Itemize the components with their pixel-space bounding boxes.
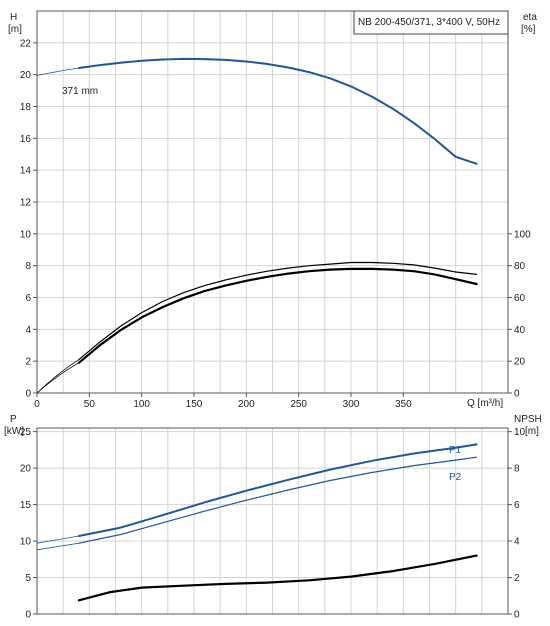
series-line-h-extrapolated: [36, 67, 80, 76]
y-left-tick-label: 4: [25, 325, 31, 336]
y-left-tick-label: 20: [20, 464, 32, 475]
x-tick-label: 200: [238, 399, 255, 410]
series-line-p1-extrapolated: [36, 535, 80, 544]
y-left-tick-label: 10: [20, 537, 32, 548]
y-left-tick-label: 2: [25, 357, 31, 368]
x-tick-label: 350: [395, 399, 412, 410]
y-left-tick-label: 20: [20, 70, 32, 81]
npsh-axis-unit: [m]: [525, 426, 539, 437]
series-line-eta-extrapolated: [36, 362, 80, 394]
p-axis-unit: [kW]: [4, 426, 24, 437]
y-left-tick-label: 0: [25, 389, 31, 400]
y-left-tick-label: 16: [20, 134, 32, 145]
y-right-tick-label: 0: [514, 389, 520, 400]
p-axis-label: P: [10, 414, 17, 425]
y-right-tick-label: 0: [514, 610, 520, 621]
qh-series: [36, 57, 478, 394]
y-left-tick-label: 12: [20, 198, 32, 209]
x-tick-label: 100: [133, 399, 150, 410]
y-left-tick-label: 6: [25, 293, 31, 304]
y-right-tick-label: 20: [514, 357, 526, 368]
p-axis-ticks: 0 5 10 15 20 25: [20, 427, 37, 621]
p2-series-label: P2: [449, 472, 462, 483]
y-right-tick-label: 10: [514, 427, 526, 438]
series-line-p1: [77, 443, 478, 537]
qh-eta-chart: 0 2 4 6 8 10 12 14 16 18 20 22 0 20 40 60 80 100 0 50 100 1…: [8, 10, 537, 410]
series-line-h: [77, 57, 478, 165]
series-line-p2: [78, 456, 478, 544]
chart-title: NB 200-450/371, 3*400 V, 50Hz: [358, 17, 500, 28]
impeller-diameter-label: 371 mm: [62, 86, 98, 97]
y-left-tick-label: 0: [25, 610, 31, 621]
y-left-tick-label: 18: [20, 102, 32, 113]
q-axis-label: Q [m³/h]: [467, 398, 503, 409]
y-left-tick-label: 10: [20, 229, 32, 240]
y-left-tick-label: 25: [20, 427, 32, 438]
y-right-tick-label: 6: [514, 500, 520, 511]
x-tick-label: 300: [343, 399, 360, 410]
y-left-tick-label: 15: [20, 500, 32, 511]
y-right-tick-label: 100: [514, 229, 531, 240]
p1-series-label: P1: [449, 445, 462, 456]
npsh-axis-ticks: 0 2 4 6 8 10: [508, 427, 526, 621]
x-tick-label: 0: [34, 399, 40, 410]
eta-axis-ticks: 0 20 40 60 80 100: [508, 229, 531, 400]
series-line-eta-upper: [78, 261, 478, 361]
h-axis-ticks: 0 2 4 6 8 10 12 14 16 18 20 22: [20, 38, 37, 400]
h-axis-label: H: [10, 12, 17, 23]
y-left-tick-label: 5: [25, 573, 31, 584]
q-axis-ticks: 0 50 100 150 200 250 300 350: [34, 393, 412, 410]
y-right-tick-label: 60: [514, 293, 526, 304]
h-axis-unit: [m]: [8, 24, 22, 35]
power-plot-frame: [36, 427, 509, 615]
series-line-eta-upper-extrapolated: [36, 359, 80, 394]
y-right-tick-label: 8: [514, 464, 520, 475]
chart-title-box: [353, 10, 509, 35]
y-right-tick-label: 4: [514, 537, 520, 548]
y-left-tick-label: 14: [20, 166, 32, 177]
series-line-npsh: [77, 554, 478, 602]
eta-axis-unit: [%]: [521, 24, 536, 35]
y-left-tick-label: 8: [25, 261, 31, 272]
series-line-p2-extrapolated: [36, 542, 80, 551]
x-tick-label: 150: [186, 399, 203, 410]
y-right-tick-label: 40: [514, 325, 526, 336]
series-line-eta: [77, 267, 478, 364]
y-right-tick-label: 2: [514, 573, 520, 584]
eta-axis-label: eta: [523, 12, 537, 23]
npsh-axis-label: NPSH: [514, 414, 542, 425]
y-left-tick-label: 22: [20, 38, 32, 49]
x-tick-label: 250: [290, 399, 307, 410]
power-npsh-chart: 0 5 10 15 20 25 0 2 4 6 8 10 P [kW] NPSH [m] P1 P2: [4, 414, 542, 621]
qh-grid: [37, 11, 508, 393]
y-right-tick-label: 80: [514, 261, 526, 272]
x-tick-label: 50: [84, 399, 96, 410]
power-series: [36, 443, 478, 602]
power-grid: [37, 428, 508, 614]
